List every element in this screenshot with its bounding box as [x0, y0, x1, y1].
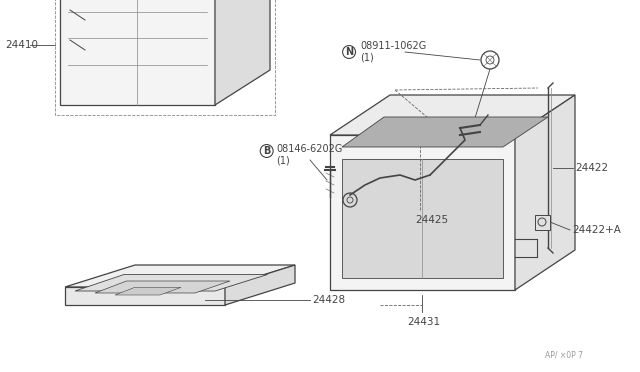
Text: AP/ ×0P 7: AP/ ×0P 7	[545, 350, 583, 359]
Text: N: N	[345, 47, 353, 57]
Polygon shape	[330, 135, 515, 290]
Text: B: B	[263, 146, 270, 156]
Text: 24428: 24428	[312, 295, 345, 305]
Polygon shape	[515, 95, 575, 290]
Polygon shape	[60, 0, 215, 105]
Polygon shape	[535, 215, 550, 230]
Text: 24431: 24431	[407, 317, 440, 327]
Polygon shape	[215, 0, 270, 105]
Text: 24422: 24422	[575, 163, 608, 173]
Polygon shape	[95, 281, 230, 293]
Text: 24422+A: 24422+A	[572, 225, 621, 235]
Polygon shape	[342, 159, 503, 278]
Polygon shape	[115, 288, 181, 295]
Polygon shape	[342, 117, 548, 147]
Polygon shape	[225, 265, 295, 305]
Text: 08911-1062G
(1): 08911-1062G (1)	[360, 41, 426, 63]
Polygon shape	[75, 275, 268, 291]
Polygon shape	[65, 265, 295, 287]
Polygon shape	[65, 287, 225, 305]
Text: 24410: 24410	[5, 40, 38, 50]
Text: 08146-6202G
(1): 08146-6202G (1)	[276, 144, 342, 166]
Text: 24425: 24425	[415, 215, 448, 225]
Polygon shape	[330, 95, 575, 135]
